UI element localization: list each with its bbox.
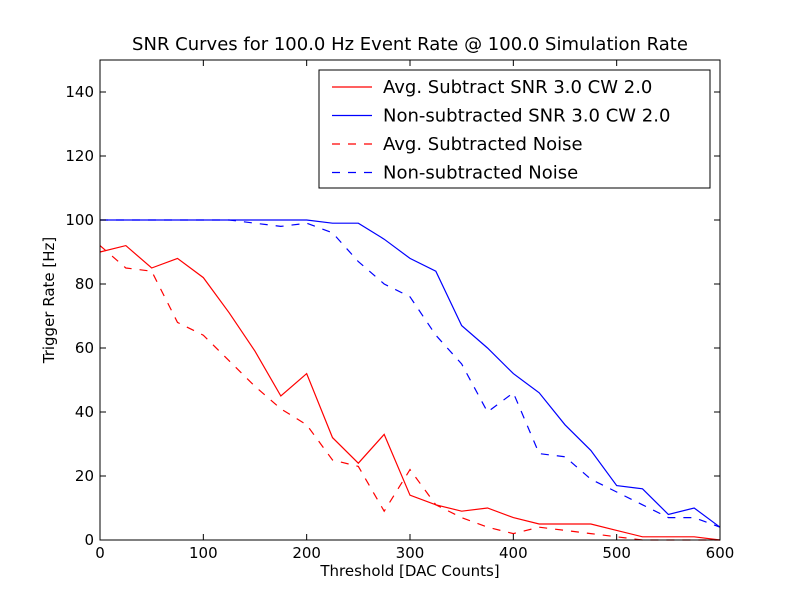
series-layer xyxy=(99,219,721,541)
legend-label-3: Avg. Subtracted Noise xyxy=(383,134,583,155)
legend-box xyxy=(318,69,711,189)
y-tick-label: 140 xyxy=(65,83,94,101)
x-tick-label: 100 xyxy=(189,544,218,562)
y-tick-label: 0 xyxy=(84,531,94,549)
legend-label-4: Non-subtracted Noise xyxy=(383,163,578,184)
legend: Avg. Subtract SNR 3.0 CW 2.0 Non-subtract… xyxy=(318,69,711,189)
series-line-1 xyxy=(99,244,721,541)
x-tick-label: 600 xyxy=(706,544,735,562)
chart-title: SNR Curves for 100.0 Hz Event Rate @ 100… xyxy=(132,34,688,55)
y-tick-label: 20 xyxy=(75,467,94,485)
y-tick-label: 60 xyxy=(75,339,94,357)
plot-frame xyxy=(99,59,721,541)
y-tick-label: 120 xyxy=(65,147,94,165)
x-tick-label: 500 xyxy=(602,544,631,562)
legend-label-2: Non-subtracted SNR 3.0 CW 2.0 xyxy=(383,106,670,127)
series-line-3 xyxy=(99,245,720,541)
y-tick-label: 80 xyxy=(75,275,94,293)
series-line-4 xyxy=(100,219,721,528)
legend-label-1: Avg. Subtract SNR 3.0 CW 2.0 xyxy=(383,77,652,98)
x-tick-label: 400 xyxy=(499,544,528,562)
x-tick-label: 300 xyxy=(396,544,425,562)
y-tick-label: 40 xyxy=(75,403,94,421)
y-tick-label: 100 xyxy=(65,211,94,229)
series-line-2 xyxy=(100,219,721,528)
y-axis-label: Trigger Rate [Hz] xyxy=(40,237,58,365)
x-tick-label: 0 xyxy=(95,544,105,562)
x-axis-label: Threshold [DAC Counts] xyxy=(319,562,499,580)
x-tick-label: 200 xyxy=(292,544,321,562)
ticks-layer: 0 100 200 300 400 500 600 0 20 40 60 80 100 120 140 xyxy=(65,60,734,562)
